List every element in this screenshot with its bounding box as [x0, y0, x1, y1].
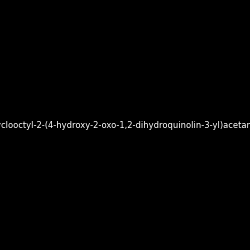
Text: N-cyclooctyl-2-(4-hydroxy-2-oxo-1,2-dihydroquinolin-3-yl)acetamide: N-cyclooctyl-2-(4-hydroxy-2-oxo-1,2-dihy… — [0, 120, 250, 130]
